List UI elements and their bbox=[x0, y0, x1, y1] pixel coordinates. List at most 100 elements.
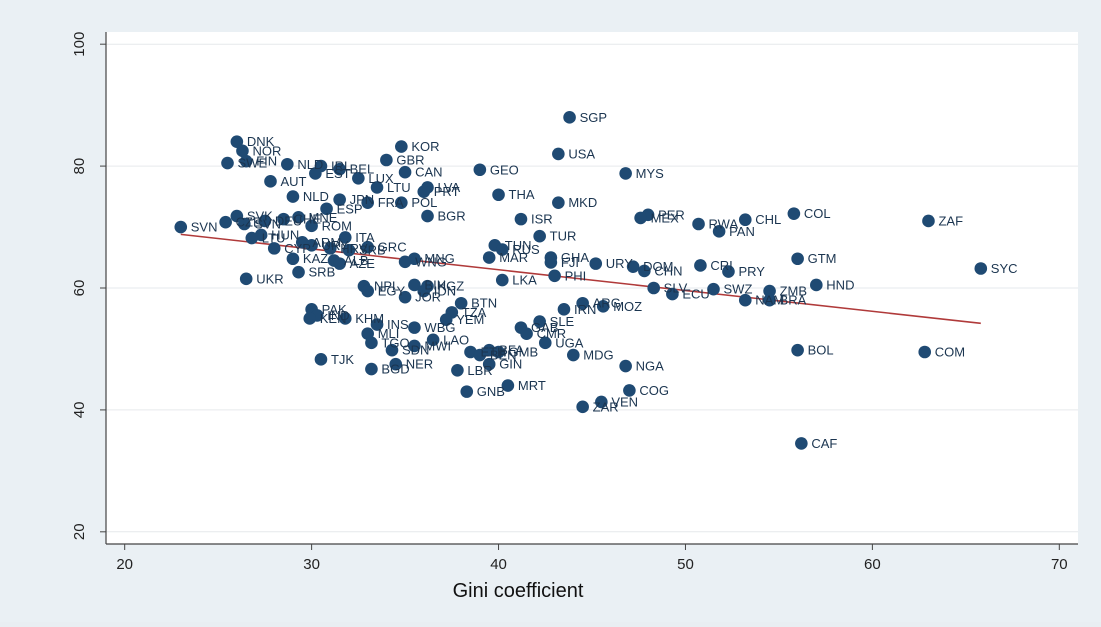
data-point-label: UKR bbox=[256, 271, 283, 286]
data-point-label: CAF bbox=[811, 436, 837, 451]
data-point-label: ZMB bbox=[780, 284, 807, 299]
data-point bbox=[619, 167, 632, 180]
data-point bbox=[389, 357, 403, 371]
data-point bbox=[918, 345, 932, 359]
y-tick-label: 100 bbox=[71, 32, 88, 57]
data-point-label: SYC bbox=[991, 261, 1018, 276]
data-point-label: COG bbox=[639, 383, 669, 398]
data-point-label: CHL bbox=[755, 212, 781, 227]
data-point bbox=[395, 140, 408, 153]
data-point bbox=[763, 293, 776, 307]
data-point-label: HUN bbox=[271, 227, 299, 242]
data-point-label: USA bbox=[568, 146, 595, 161]
data-point-label: MNG bbox=[424, 251, 454, 266]
data-point bbox=[922, 214, 935, 228]
data-point bbox=[281, 157, 294, 171]
data-point-label: URY bbox=[322, 238, 350, 253]
data-point bbox=[492, 188, 505, 202]
data-point-label: LTU bbox=[262, 231, 286, 246]
data-point bbox=[286, 190, 300, 203]
data-point-label: ITA bbox=[355, 230, 375, 245]
data-point-label: URY bbox=[606, 256, 634, 271]
data-point bbox=[230, 135, 244, 149]
data-point-label: NLD bbox=[303, 189, 329, 204]
data-point-label: BIH bbox=[424, 277, 446, 292]
data-point bbox=[324, 242, 337, 255]
y-tick-label: 40 bbox=[71, 402, 88, 419]
axes: 20 40 60 80 100 20 30 40 50 60 70 bbox=[71, 32, 1078, 573]
data-point-label: MNE bbox=[309, 210, 338, 225]
data-point bbox=[258, 214, 272, 228]
data-point-label: SLE bbox=[550, 314, 575, 329]
data-point bbox=[763, 284, 776, 298]
data-point-label: NPL bbox=[374, 279, 399, 294]
data-point bbox=[314, 353, 328, 366]
data-point bbox=[974, 262, 988, 275]
data-point bbox=[473, 348, 487, 362]
data-point-label: GAB bbox=[531, 320, 558, 335]
data-point-label: FRA bbox=[378, 195, 404, 210]
data-point-label: TJK bbox=[331, 352, 354, 367]
data-point-label: BEN bbox=[490, 348, 517, 363]
data-point-label: ETH bbox=[481, 345, 507, 360]
data-point-label: BEL bbox=[350, 162, 375, 177]
data-point-label: WNG bbox=[415, 254, 447, 269]
data-point bbox=[361, 240, 374, 254]
data-point-label: BGD bbox=[381, 362, 409, 377]
data-point-label: YEM bbox=[456, 312, 484, 327]
data-point-label: ZAF bbox=[938, 213, 963, 228]
data-point bbox=[626, 260, 640, 273]
data-point bbox=[370, 181, 384, 194]
data-point bbox=[495, 243, 509, 256]
data-point-label: INS bbox=[387, 317, 409, 332]
data-point bbox=[787, 207, 801, 220]
data-point bbox=[538, 336, 552, 350]
data-point-label: GIN bbox=[499, 357, 522, 372]
data-point-label: SGP bbox=[580, 110, 607, 125]
x-tick-label: 20 bbox=[116, 556, 133, 573]
data-point bbox=[277, 212, 290, 226]
data-point bbox=[239, 272, 253, 286]
data-point-label: CAN bbox=[415, 165, 442, 180]
data-point-label: NGA bbox=[636, 359, 665, 374]
points-group bbox=[174, 111, 988, 450]
data-point bbox=[623, 384, 636, 397]
data-point bbox=[647, 281, 660, 295]
data-point-label: GEO bbox=[490, 162, 519, 177]
data-point-label: MYS bbox=[636, 166, 665, 181]
data-point-label: COL bbox=[804, 206, 831, 221]
data-point bbox=[533, 315, 546, 328]
data-point-label: BGR bbox=[438, 209, 466, 224]
data-point-label: CMR bbox=[537, 326, 567, 341]
data-point bbox=[544, 251, 558, 264]
data-point bbox=[495, 273, 509, 287]
data-point-label: DOM bbox=[643, 259, 673, 274]
data-point bbox=[408, 278, 421, 292]
data-point-label: ARM bbox=[312, 235, 341, 250]
data-point bbox=[264, 175, 277, 188]
data-point-label: NAM bbox=[755, 293, 784, 308]
data-point-label: VEN bbox=[611, 394, 638, 409]
data-point bbox=[380, 153, 393, 167]
data-point-label: SVK bbox=[247, 209, 273, 224]
data-point-label: GMB bbox=[509, 345, 539, 360]
data-point-label: MWI bbox=[424, 338, 451, 353]
data-point-label: JPN bbox=[350, 192, 375, 207]
data-point-label: IRN bbox=[574, 302, 596, 317]
data-point bbox=[338, 231, 352, 244]
data-point-label: ESP bbox=[337, 201, 363, 216]
data-point-label: AUT bbox=[280, 174, 306, 189]
data-point-label: CRI bbox=[710, 258, 732, 273]
data-point bbox=[417, 185, 431, 198]
data-point bbox=[552, 196, 565, 209]
data-point-label: PAN bbox=[729, 224, 755, 239]
data-point bbox=[309, 167, 322, 180]
data-point bbox=[320, 202, 333, 216]
data-point bbox=[333, 257, 346, 270]
data-point bbox=[533, 229, 546, 243]
data-point-label: PRY bbox=[738, 264, 765, 279]
data-point-label: TUN bbox=[505, 238, 532, 253]
data-point bbox=[239, 154, 253, 168]
data-point bbox=[596, 299, 610, 313]
